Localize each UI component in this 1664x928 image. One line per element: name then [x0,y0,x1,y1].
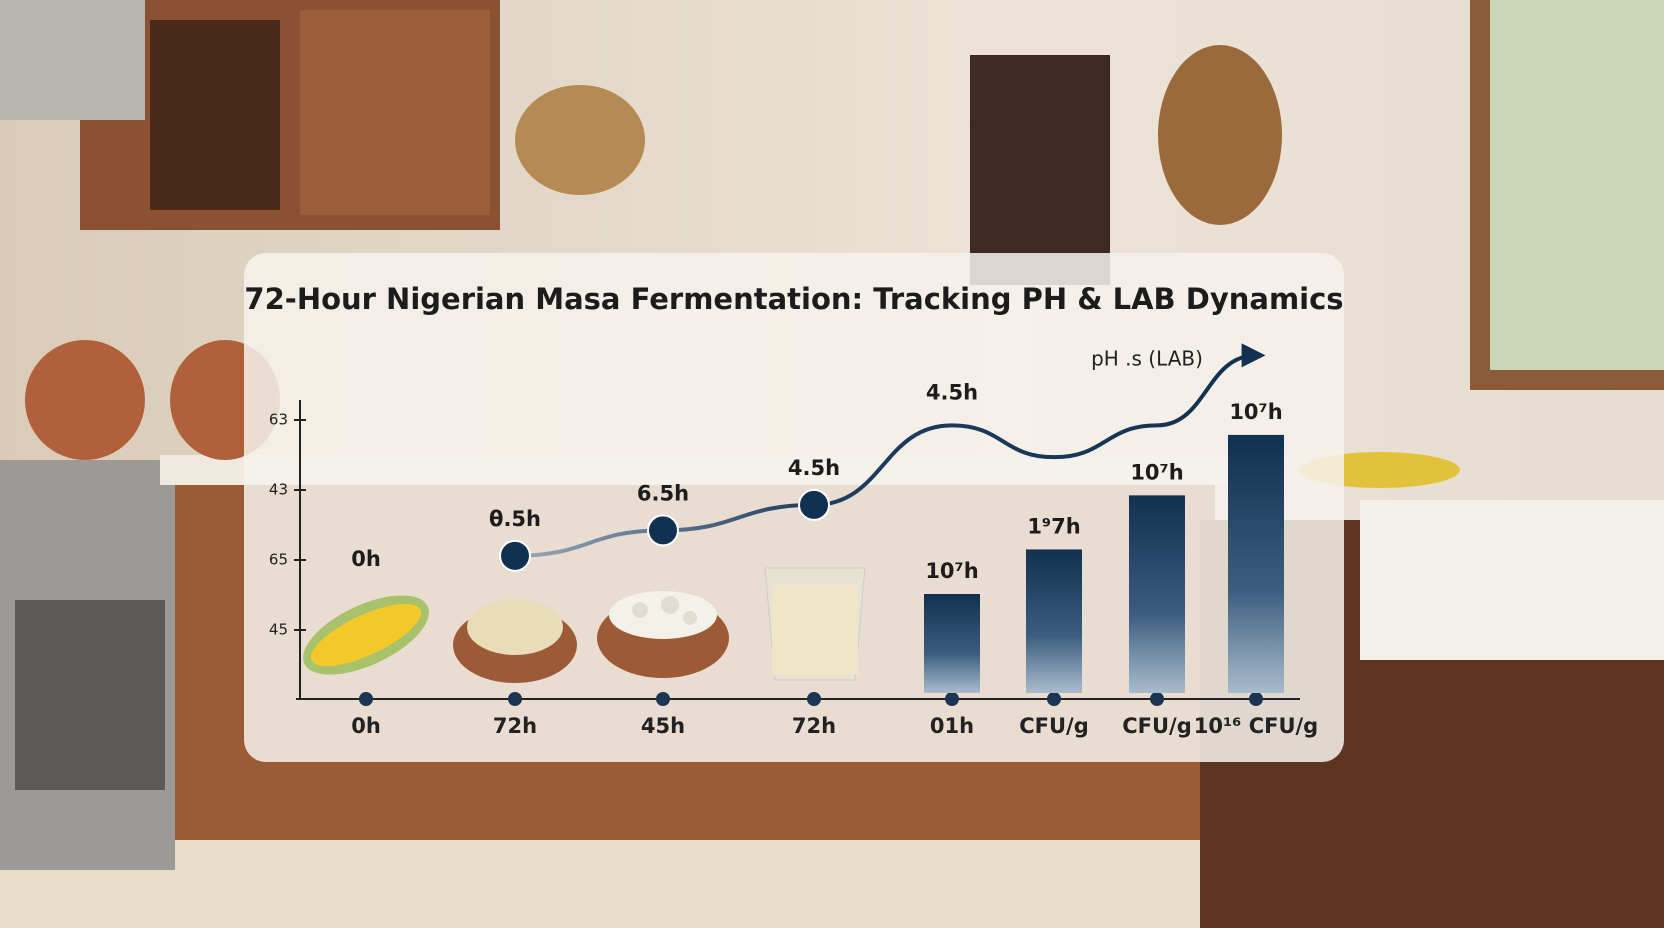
legend-label: pH .s (LAB) [1091,347,1203,371]
point-label: 0h [351,547,381,571]
bar [1026,549,1082,693]
bar [924,594,980,693]
line-marker [647,514,679,547]
x-tick-label: 0h [351,714,381,738]
y-tick-label: 65 [269,551,288,569]
point-label: 6.5h [637,481,689,505]
x-tick-label: 72h [493,714,537,738]
y-tick-label: 43 [269,481,288,499]
bar-label: 1⁹7h [1027,514,1080,538]
x-tick-label: CFU/g [1019,714,1089,738]
bar-label: 10⁷h [1229,400,1282,424]
x-tick-dot [656,692,670,706]
bar [1228,434,1284,693]
y-tick-label: 45 [269,621,288,639]
x-tick-dot [945,692,959,706]
x-tick-dot [359,692,373,706]
y-tick-label: 63 [269,411,288,429]
bar-label: 10⁷h [1130,460,1183,484]
bar-label: 10⁷h [925,559,978,583]
x-tick-dot [1150,692,1164,706]
line-marker [798,488,830,521]
point-label: 4.5h [788,456,840,480]
point-label: θ.5h [489,507,541,531]
point-label: 4.5h [926,380,978,404]
line-marker [499,539,531,572]
chart-title: 72-Hour Nigerian Masa Fermentation: Trac… [244,282,1343,316]
x-tick-label: 72h [792,714,836,738]
x-tick-label: CFU/g [1122,714,1192,738]
x-tick-label: 01h [930,714,974,738]
x-tick-label: 45h [641,714,685,738]
bar [1129,495,1185,693]
x-tick-dot [807,692,821,706]
x-tick-dot [508,692,522,706]
x-tick-label: 10¹⁶ CFU/g [1194,714,1318,738]
x-tick-dot [1249,692,1263,706]
illustrations [303,567,866,683]
x-tick-dot [1047,692,1061,706]
